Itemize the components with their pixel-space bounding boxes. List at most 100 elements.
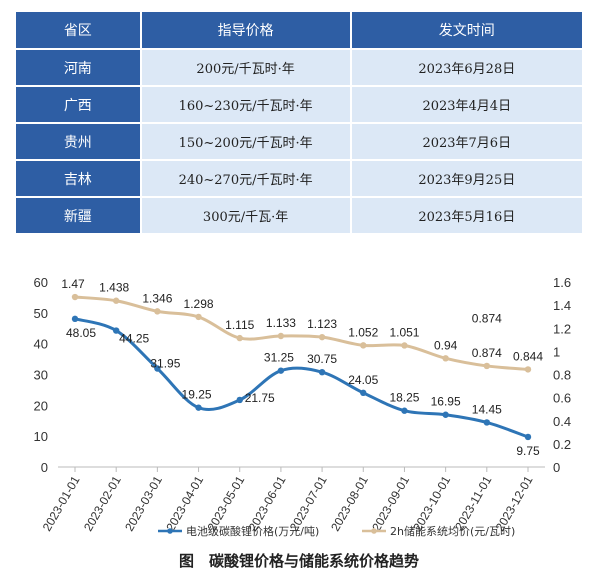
- price-cell: 160~230元/千瓦时·年: [141, 87, 350, 122]
- storage-price-data-label: 1.298: [184, 297, 214, 311]
- right-y-tick-label: 0: [553, 460, 560, 475]
- storage-price-data-label: 1.052: [348, 325, 378, 339]
- province-cell: 新疆: [16, 198, 140, 233]
- lithium-price-point: [524, 433, 532, 441]
- date-cell: 2023年5月16日: [351, 198, 582, 233]
- x-tick-label: 2023-11-01: [452, 473, 495, 533]
- lithium-price-data-label: 16.95: [431, 395, 461, 409]
- lithium-price-point: [195, 404, 202, 411]
- x-tick-label: 2023-08-01: [328, 473, 371, 533]
- lithium-price-data-label: 30.75: [307, 352, 337, 366]
- lithium-price-point: [318, 368, 326, 376]
- lithium-price-data-label: 18.25: [389, 391, 419, 405]
- lithium-price-point: [71, 315, 79, 323]
- right-y-tick-label: 0.4: [553, 414, 571, 429]
- lithium-price-data-label: 24.05: [348, 373, 378, 387]
- lithium-price-point: [483, 419, 491, 426]
- lithium-price-point: [360, 389, 367, 397]
- storage-price-data-label: 1.123: [307, 317, 337, 331]
- storage-price-line: [74, 295, 529, 371]
- province-cell: 贵州: [16, 124, 140, 159]
- right-y-tick-label: 1: [553, 344, 560, 359]
- price-trend-chart: 0 10 20 30 40 50 60 0 0.2 0.4 0.6 0.8 1 1.2 1.4 1.6 2023…: [34, 275, 572, 538]
- header-price: 指导价格: [141, 12, 350, 48]
- left-y-tick-label: 0: [41, 460, 48, 475]
- price-cell: 300元/千瓦·年: [141, 198, 350, 233]
- lithium-price-data-label: 21.75: [245, 391, 275, 405]
- date-cell: 2023年9月25日: [351, 161, 582, 196]
- legend-storage-label: 2h储能系统均价(元/瓦时): [390, 524, 515, 538]
- left-y-tick-label: 40: [34, 337, 48, 352]
- storage-price-point: [360, 342, 367, 349]
- storage-price-point: [154, 308, 161, 315]
- table-row: 吉林 240~270元/千瓦时·年 2023年9月25日: [16, 161, 582, 196]
- lithium-price-data-label: 44.25: [119, 332, 149, 346]
- left-y-tick-label: 20: [34, 398, 48, 413]
- right-y-tick-label: 1.2: [553, 321, 571, 336]
- header-date: 发文时间: [351, 12, 582, 48]
- storage-price-data-label: 1.438: [99, 281, 129, 295]
- storage-price-point: [195, 313, 202, 321]
- storage-price-data-label: 0.874: [472, 346, 502, 360]
- storage-price-point: [112, 297, 120, 304]
- storage-price-data-label: 1.346: [142, 291, 172, 305]
- table-header-row: 省区 指导价格 发文时间: [16, 12, 582, 48]
- storage-price-data-label: 1.133: [266, 316, 296, 330]
- x-tick-label: 2023-01-01: [40, 473, 83, 533]
- right-y-tick-label: 1.4: [553, 298, 571, 313]
- lithium-price-data-label: 31.25: [264, 351, 294, 365]
- storage-price-data-label: 0.844: [513, 349, 543, 363]
- guide-price-table: 省区 指导价格 发文时间 河南 200元/千瓦时·年 2023年6月28日 广西…: [14, 10, 584, 235]
- lithium-price-point: [401, 407, 408, 414]
- x-tick-label: 2023-02-01: [81, 473, 124, 533]
- storage-price-point: [524, 366, 532, 373]
- storage-price-point: [277, 332, 285, 340]
- price-cell: 150~200元/千瓦时·年: [141, 124, 350, 159]
- storage-price-data-label: 1.051: [389, 325, 419, 339]
- province-cell: 广西: [16, 87, 140, 122]
- lithium-price-data-label: 48.05: [66, 326, 96, 340]
- lithium-price-data-label: 14.45: [472, 402, 502, 416]
- lithium-price-data-label: 19.25: [182, 388, 212, 402]
- x-tick-label: 2023-03-01: [122, 473, 165, 533]
- date-cell: 2023年6月28日: [351, 50, 582, 85]
- left-y-tick-label: 50: [34, 306, 48, 321]
- right-y-tick-label: 0.6: [553, 391, 571, 406]
- lithium-price-line: [74, 317, 529, 439]
- lithium-price-point: [442, 411, 449, 418]
- right-y-tick-label: 1.6: [553, 275, 571, 290]
- storage-price-point: [483, 362, 491, 370]
- chart-caption: 图 碳酸锂价格与储能系统价格趋势: [178, 552, 419, 570]
- right-y-tick-label: 0.8: [553, 368, 571, 383]
- date-cell: 2023年7月6日: [351, 124, 582, 159]
- table-row: 广西 160~230元/千瓦时·年 2023年4月4日: [16, 87, 582, 122]
- left-y-tick-label: 30: [34, 368, 48, 383]
- lithium-price-point: [277, 367, 285, 374]
- lithium-price-data-label: 9.75: [516, 444, 540, 458]
- storage-price-data-label: 1.115: [225, 318, 254, 332]
- left-y-tick-label: 60: [34, 275, 48, 290]
- storage-price-point: [71, 293, 79, 301]
- table-row: 新疆 300元/千瓦·年 2023年5月16日: [16, 198, 582, 233]
- province-cell: 吉林: [16, 161, 140, 196]
- lithium-price-point: [154, 365, 161, 372]
- left-y-tick-label: 10: [34, 429, 48, 444]
- storage-price-point: [318, 333, 326, 341]
- price-cell: 240~270元/千瓦时·年: [141, 161, 350, 196]
- date-cell: 2023年4月4日: [351, 87, 582, 122]
- table-row: 贵州 150~200元/千瓦时·年 2023年7月6日: [16, 124, 582, 159]
- lithium-price-data-label: 31.95: [150, 356, 180, 370]
- legend-lithium-marker: [167, 528, 173, 534]
- province-cell: 河南: [16, 50, 140, 85]
- storage-price-point: [401, 342, 408, 349]
- price-cell: 200元/千瓦时·年: [141, 50, 350, 85]
- storage-price-point: [236, 334, 243, 342]
- table-row: 河南 200元/千瓦时·年 2023年6月28日: [16, 50, 582, 85]
- header-province: 省区: [16, 12, 140, 48]
- storage-price-data-label: 0.94: [434, 338, 458, 352]
- storage-price-extra-label: 0.874: [472, 311, 502, 325]
- lithium-price-point: [236, 396, 243, 404]
- storage-price-point: [442, 355, 449, 362]
- storage-price-data-label: 1.47: [61, 277, 85, 291]
- legend-storage-marker: [371, 528, 377, 534]
